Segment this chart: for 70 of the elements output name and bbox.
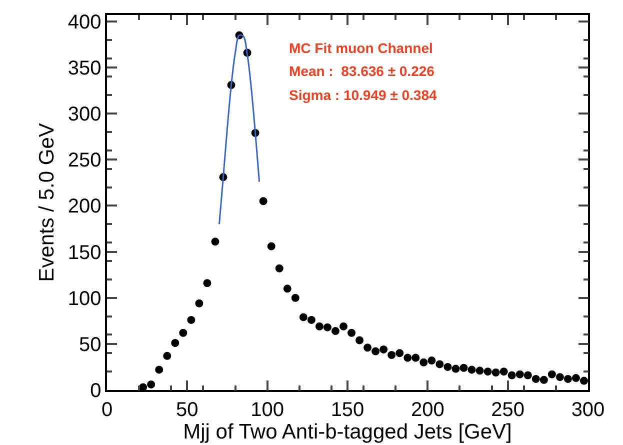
point — [155, 366, 164, 374]
point — [452, 364, 460, 373]
point — [404, 354, 412, 362]
point — [468, 366, 476, 374]
point — [307, 316, 316, 324]
y-tick-label: 50 — [79, 334, 102, 356]
point — [179, 328, 188, 337]
point — [299, 313, 308, 322]
point — [412, 354, 420, 362]
x-tick-label: 100 — [250, 398, 284, 421]
y-tick-label: 0 — [90, 380, 102, 402]
point — [275, 264, 284, 272]
point — [267, 242, 276, 250]
y-tick-label: 400 — [68, 11, 102, 34]
y-tick-label: 350 — [68, 58, 102, 80]
point — [323, 323, 332, 332]
point — [524, 371, 532, 380]
point — [291, 294, 300, 302]
point — [556, 373, 564, 382]
point — [396, 349, 404, 358]
point — [171, 339, 180, 348]
point — [444, 362, 452, 371]
annotation: Sigma : 10.949 ± 0.384 — [289, 87, 437, 103]
point — [331, 327, 340, 336]
point — [572, 374, 580, 382]
x-axis-title: Mjj of Two Anti-b-tagged Jets [GeV] — [183, 420, 512, 444]
point — [492, 368, 500, 376]
point — [364, 344, 372, 352]
point — [540, 376, 548, 384]
point — [388, 350, 396, 359]
point — [211, 238, 220, 246]
x-tick-label: 50 — [176, 398, 198, 421]
point — [259, 197, 268, 206]
point — [516, 370, 524, 378]
x-tick-label: 150 — [330, 398, 364, 421]
point — [460, 364, 468, 372]
point — [476, 366, 484, 375]
y-tick-label: 200 — [68, 196, 102, 218]
x-tick-label: 200 — [410, 398, 444, 421]
point — [484, 368, 492, 376]
point — [348, 328, 356, 337]
annotation: MC Fit muon Channel — [289, 40, 433, 56]
point — [380, 345, 388, 354]
y-tick-label: 150 — [68, 242, 102, 264]
point — [548, 370, 556, 378]
point — [195, 299, 204, 308]
point — [356, 336, 364, 344]
point — [163, 352, 172, 360]
y-tick-label: 300 — [68, 104, 102, 126]
point — [580, 376, 588, 385]
annotation: Mean : 83.636 ± 0.226 — [289, 63, 435, 79]
point — [339, 322, 348, 330]
x-tick-label: 250 — [491, 398, 525, 421]
point — [532, 374, 540, 383]
y-axis-title: Events / 5.0 GeV — [36, 123, 59, 282]
point — [500, 368, 508, 376]
point — [315, 322, 324, 330]
point — [508, 371, 516, 380]
point — [420, 358, 428, 366]
point — [203, 279, 212, 288]
y-tick-label: 250 — [68, 150, 102, 172]
point — [187, 316, 196, 324]
point — [147, 380, 156, 388]
point — [564, 374, 572, 383]
point — [428, 356, 436, 365]
point — [436, 360, 444, 368]
point — [283, 284, 292, 293]
y-tick-label: 100 — [68, 288, 102, 310]
x-tick-label: 300 — [571, 398, 605, 421]
point — [372, 347, 380, 356]
